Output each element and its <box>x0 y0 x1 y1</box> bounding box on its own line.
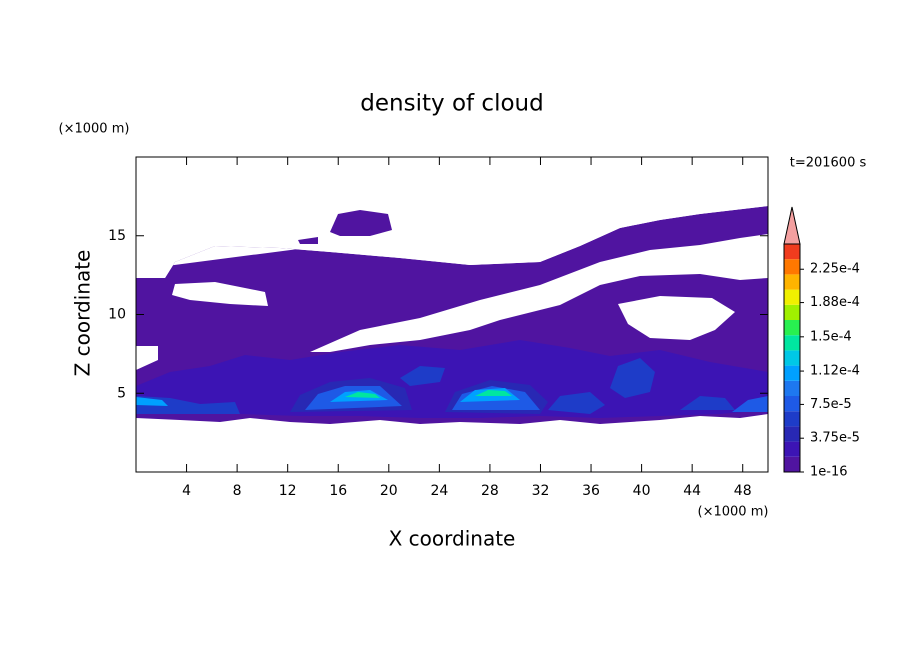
contour-region <box>330 210 392 236</box>
contour-region <box>680 396 735 410</box>
colorbar-band <box>784 259 800 275</box>
x-tick-label: 44 <box>683 483 701 499</box>
contour-gap <box>618 296 735 340</box>
time-annotation: t=201600 s <box>790 156 867 171</box>
contour-region <box>136 340 768 418</box>
x-tick-label: 16 <box>329 483 347 499</box>
y-axis-label: Z coordinate <box>71 250 95 377</box>
colorbar-label: 1.5e-4 <box>810 329 852 344</box>
colorbar-band <box>784 274 800 290</box>
contour-gap <box>136 188 768 278</box>
y-tick-label: 5 <box>117 385 126 401</box>
colorbar-band <box>784 365 800 381</box>
y-unit: (×1000 m) <box>59 122 130 137</box>
chart-title: density of cloud <box>360 91 543 117</box>
contour-region <box>475 390 512 396</box>
contour-gap <box>172 282 268 306</box>
x-tick-label: 12 <box>279 483 297 499</box>
colorbar-band <box>784 304 800 320</box>
x-tick-label: 32 <box>532 483 550 499</box>
x-tick-label: 48 <box>734 483 752 499</box>
contour-gap <box>136 346 158 370</box>
colorbar-label: 3.75e-5 <box>810 431 860 446</box>
colorbar-band <box>784 320 800 336</box>
x-tick-label: 36 <box>582 483 600 499</box>
colorbar-frame <box>783 243 801 473</box>
y-tick-label: 10 <box>108 307 126 323</box>
colorbar-band <box>784 441 800 457</box>
colorbar-band <box>784 289 800 305</box>
x-tick-label: 24 <box>430 483 448 499</box>
colorbar-band <box>784 426 800 442</box>
colorbar-band <box>784 396 800 412</box>
colorbar-label: 7.5e-5 <box>810 397 852 412</box>
contour-region <box>136 397 168 406</box>
x-tick-label: 20 <box>380 483 398 499</box>
x-tick-label: 4 <box>182 483 191 499</box>
colorbar-label: 1.88e-4 <box>810 295 860 310</box>
contour-field <box>136 188 768 424</box>
contour-gap <box>310 234 768 352</box>
colorbar-band <box>784 335 800 351</box>
contour-region <box>298 237 318 244</box>
y-tick-label: 15 <box>108 228 126 244</box>
colorbar-band <box>784 380 800 396</box>
colorbar-band <box>784 350 800 366</box>
x-tick-label: 40 <box>633 483 651 499</box>
contour-region <box>610 358 655 398</box>
x-axis-label: X coordinate <box>389 527 516 551</box>
colorbar-label: 1.12e-4 <box>810 364 860 379</box>
contour-region <box>732 396 768 412</box>
x-tick-label: 8 <box>233 483 242 499</box>
colorbar-label: 1e-16 <box>810 465 848 480</box>
colorbar-band <box>784 411 800 427</box>
contour-region <box>400 366 445 386</box>
colorbar-extend <box>783 206 801 245</box>
x-tick-label: 28 <box>481 483 499 499</box>
contour-region <box>548 392 605 414</box>
x-unit: (×1000 m) <box>698 505 769 520</box>
contour-region <box>345 392 380 398</box>
colorbar-band <box>784 244 800 260</box>
colorbar-band <box>784 456 800 472</box>
colorbar-label: 2.25e-4 <box>810 262 860 277</box>
